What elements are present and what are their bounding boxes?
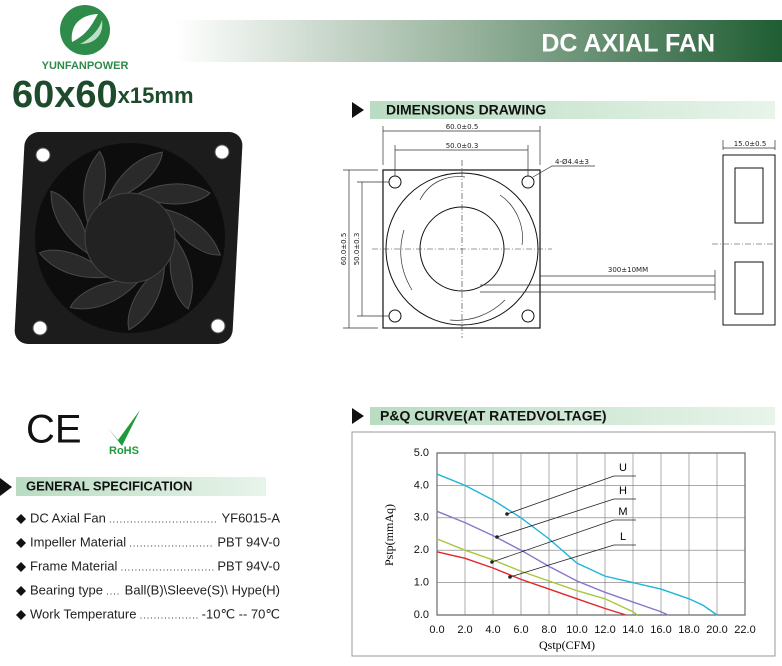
y-tick-label: 5.0 xyxy=(414,447,429,459)
x-tick-label: 18.0 xyxy=(678,624,699,636)
dim-holes: 4-Ø4.4±3 xyxy=(555,158,589,166)
specification: DC Axial Fan YF6015-A Impeller Material PBT… xyxy=(16,510,280,621)
spec-value: -10℃ -- 70℃ xyxy=(202,606,280,621)
bullet xyxy=(16,562,26,572)
legend-label: U xyxy=(619,462,627,474)
chart-frame xyxy=(351,431,776,657)
legend-arrow xyxy=(505,512,509,516)
dim-hole-spacing-v: 50.0±0.3 xyxy=(353,233,361,266)
header-band xyxy=(175,20,782,62)
header-title: DC AXIAL FAN xyxy=(541,30,715,58)
chart-title: P&Q CURVE(AT RATEDVOLTAGE) xyxy=(380,408,607,424)
legend-leader xyxy=(491,519,615,563)
legend-label: L xyxy=(620,531,626,543)
curve xyxy=(436,551,627,616)
y-tick-label: 4.0 xyxy=(414,479,429,491)
fan-photo xyxy=(14,132,243,344)
x-axis-label: Qstp(CFM) xyxy=(539,638,595,652)
spec-label: Impeller Material xyxy=(30,534,126,549)
bullet xyxy=(16,586,26,596)
curve xyxy=(436,473,718,616)
dim-hole-spacing: 50.0±0.3 xyxy=(446,142,479,150)
dim-depth: 15.0±0.5 xyxy=(734,140,767,148)
rohs-mark: RoHS xyxy=(109,445,139,457)
brand: YUNFANPOWER xyxy=(42,60,129,72)
spec-value: YF6015-A xyxy=(221,510,280,525)
x-tick-label: 8.0 xyxy=(541,624,556,636)
section-header: P&Q CURVE(AT RATEDVOLTAGE) xyxy=(352,407,775,425)
bullet xyxy=(16,538,26,548)
dim-width: 60.0±0.5 xyxy=(446,123,479,131)
x-tick-label: 6.0 xyxy=(513,624,528,636)
section-header: DIMENSIONS DRAWING xyxy=(352,101,775,119)
ce-mark: CE xyxy=(26,408,82,452)
legend-leader xyxy=(496,498,615,538)
x-tick-label: 10.0 xyxy=(566,624,587,636)
bullet xyxy=(16,514,26,524)
dim-cable: 300±10MM xyxy=(608,266,648,274)
y-tick-label: 3.0 xyxy=(414,512,429,524)
spec-label: Bearing type xyxy=(30,582,103,597)
legend-label: M xyxy=(618,506,627,518)
spec-label: DC Axial Fan xyxy=(30,510,106,525)
x-tick-label: 14.0 xyxy=(622,624,643,636)
logo: YUNFANPOWER xyxy=(42,5,129,72)
spec-value: Ball(B)\Sleeve(S)\ Hype(H) xyxy=(125,582,280,597)
model-size: 60x60x15mm xyxy=(12,74,194,116)
section-header: GENERAL SPECIFICATION xyxy=(0,477,266,496)
rohs-check xyxy=(108,410,140,446)
bullet xyxy=(16,610,26,620)
legend-arrow xyxy=(490,560,494,564)
x-tick-label: 2.0 xyxy=(457,624,472,636)
dimension-drawing: 60.0±0.5 50.0±0.3 4-Ø4.4±3 60.0±0.5 50.0… xyxy=(340,123,776,338)
spec-title: GENERAL SPECIFICATION xyxy=(26,478,192,493)
model-size-text: 60x60 xyxy=(12,74,118,116)
legend-leader xyxy=(509,544,615,578)
legend-label: H xyxy=(619,485,627,497)
x-tick-label: 22.0 xyxy=(734,624,755,636)
dim-height: 60.0±0.5 xyxy=(340,233,348,266)
spec-value: PBT 94V-0 xyxy=(217,558,280,573)
x-tick-label: 16.0 xyxy=(650,624,671,636)
legend-arrow xyxy=(495,535,499,539)
chart: 0.0 2.0 4.0 6.0 8.0 10.0 12.0 14.0 16.0 18.0 20.0 2… xyxy=(414,447,756,636)
curve xyxy=(436,510,669,616)
x-tick-label: 12.0 xyxy=(594,624,615,636)
legend-leader xyxy=(506,475,615,515)
model-thickness: x15mm xyxy=(118,83,194,108)
x-tick-label: 0.0 xyxy=(429,624,444,636)
spec-label: Frame Material xyxy=(30,558,118,573)
y-tick-label: 2.0 xyxy=(414,544,429,556)
curve xyxy=(436,538,638,616)
spec-label: Work Temperature xyxy=(30,606,136,621)
x-tick-label: 20.0 xyxy=(706,624,727,636)
y-axis-label: Pstp(mmAq) xyxy=(382,504,396,566)
dimensions-title: DIMENSIONS DRAWING xyxy=(386,102,546,118)
plot-area xyxy=(436,452,746,616)
y-tick-label: 0.0 xyxy=(414,609,429,621)
y-tick-label: 1.0 xyxy=(414,577,429,589)
spec-value: PBT 94V-0 xyxy=(217,534,280,549)
x-tick-label: 4.0 xyxy=(485,624,500,636)
legend-arrow xyxy=(508,575,512,579)
